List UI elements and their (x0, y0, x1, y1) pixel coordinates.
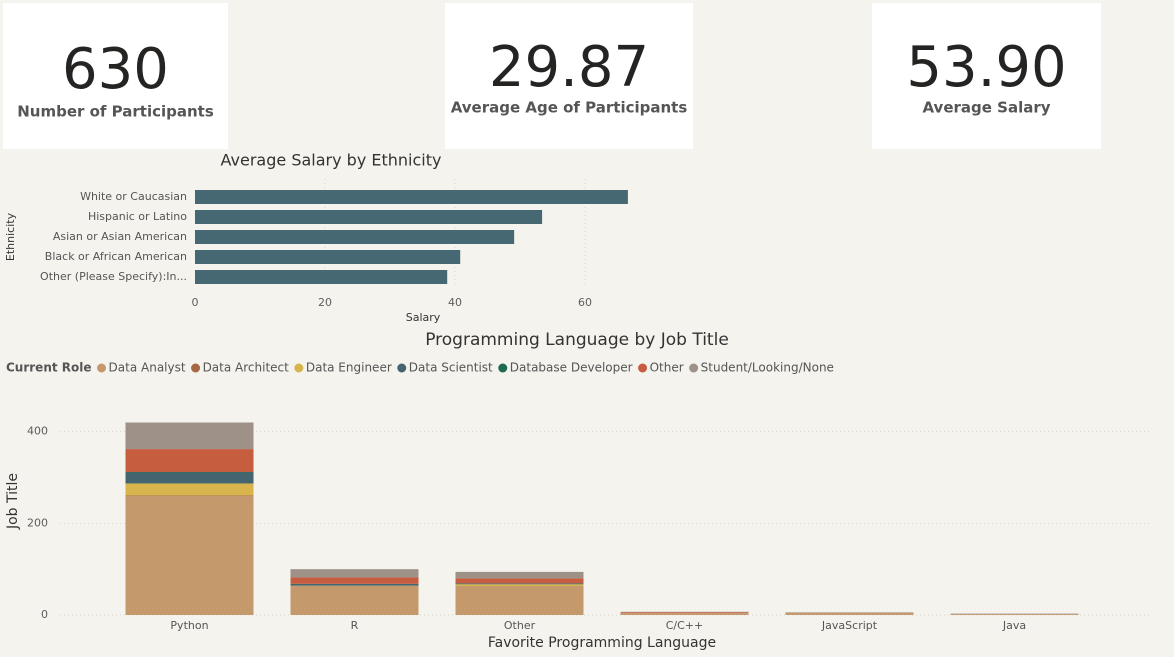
bar (195, 270, 448, 284)
kpi-label: Number of Participants (17, 103, 214, 121)
bar-segment (125, 472, 254, 484)
x-tick-label: C/C++ (666, 619, 704, 632)
bar (195, 230, 515, 244)
x-tick-label: 20 (318, 296, 332, 309)
legend-title: Current Role (6, 361, 92, 375)
bar-segment (125, 496, 254, 615)
y-tick-label: Asian or Asian American (53, 230, 187, 243)
y-tick-label: 200 (27, 516, 48, 529)
x-axis-label: Favorite Programming Language (488, 635, 716, 651)
kpi-card (445, 3, 693, 149)
legend-label: Data Architect (203, 361, 290, 375)
kpi-card (3, 3, 228, 149)
legend-marker (397, 363, 407, 373)
legend-label: Data Scientist (409, 361, 493, 375)
bar-segment (125, 495, 254, 497)
bar-segment (455, 586, 584, 615)
x-tick-label: 0 (192, 296, 199, 309)
legend-marker (97, 363, 107, 373)
legend-label: Database Developer (510, 361, 633, 375)
y-tick-label: Black or African American (45, 250, 187, 263)
chart-title: Average Salary by Ethnicity (221, 151, 442, 170)
bar (195, 250, 461, 264)
bar-segment (290, 583, 419, 586)
kpi-card (872, 3, 1101, 149)
chart-title: Programming Language by Job Title (425, 330, 729, 350)
legend-marker (498, 363, 508, 373)
legend-label: Data Engineer (306, 361, 392, 375)
y-tick-label: Hispanic or Latino (88, 210, 187, 223)
legend-marker (638, 363, 648, 373)
bar-segment (455, 583, 584, 585)
bar (195, 190, 628, 204)
y-axis-label: Ethnicity (4, 212, 17, 261)
y-tick-label: White or Caucasian (80, 190, 187, 203)
bar-segment (455, 578, 584, 584)
bar-segment (290, 577, 419, 584)
bar-segment (620, 613, 749, 615)
legend-label: Student/Looking/None (701, 361, 834, 375)
x-tick-label: JavaScript (821, 619, 878, 632)
bar-segment (950, 614, 1079, 615)
y-axis-label: Job Title (5, 473, 21, 530)
x-tick-label: Python (170, 619, 208, 632)
kpi-value: 53.90 (906, 35, 1066, 100)
legend-label: Other (650, 361, 684, 375)
bar-segment (455, 584, 584, 587)
x-tick-label: Other (504, 619, 536, 632)
kpi-label: Average Age of Participants (451, 99, 688, 117)
legend-marker (689, 363, 699, 373)
kpi-value: 29.87 (489, 35, 649, 100)
legend-marker (191, 363, 201, 373)
bar (195, 210, 543, 224)
bar-segment (125, 422, 254, 450)
x-tick-label: R (351, 619, 359, 632)
y-tick-label: 400 (27, 425, 48, 438)
x-axis-label: Salary (406, 311, 441, 324)
bar-segment (125, 483, 254, 496)
x-tick-label: 40 (448, 296, 462, 309)
legend-marker (294, 363, 304, 373)
bar-segment (620, 612, 749, 614)
bar-segment (290, 569, 419, 578)
kpi-value: 630 (62, 37, 169, 102)
x-tick-label: Java (1002, 619, 1026, 632)
kpi-label: Average Salary (922, 99, 1050, 117)
legend-label: Data Analyst (109, 361, 186, 375)
y-tick-label: 0 (41, 608, 48, 621)
bar-segment (290, 586, 419, 615)
bar-segment (785, 612, 914, 615)
y-tick-label: Other (Please Specify):In... (40, 270, 187, 283)
bar-segment (455, 571, 584, 579)
x-tick-label: 60 (578, 296, 592, 309)
bar-segment (125, 449, 254, 472)
